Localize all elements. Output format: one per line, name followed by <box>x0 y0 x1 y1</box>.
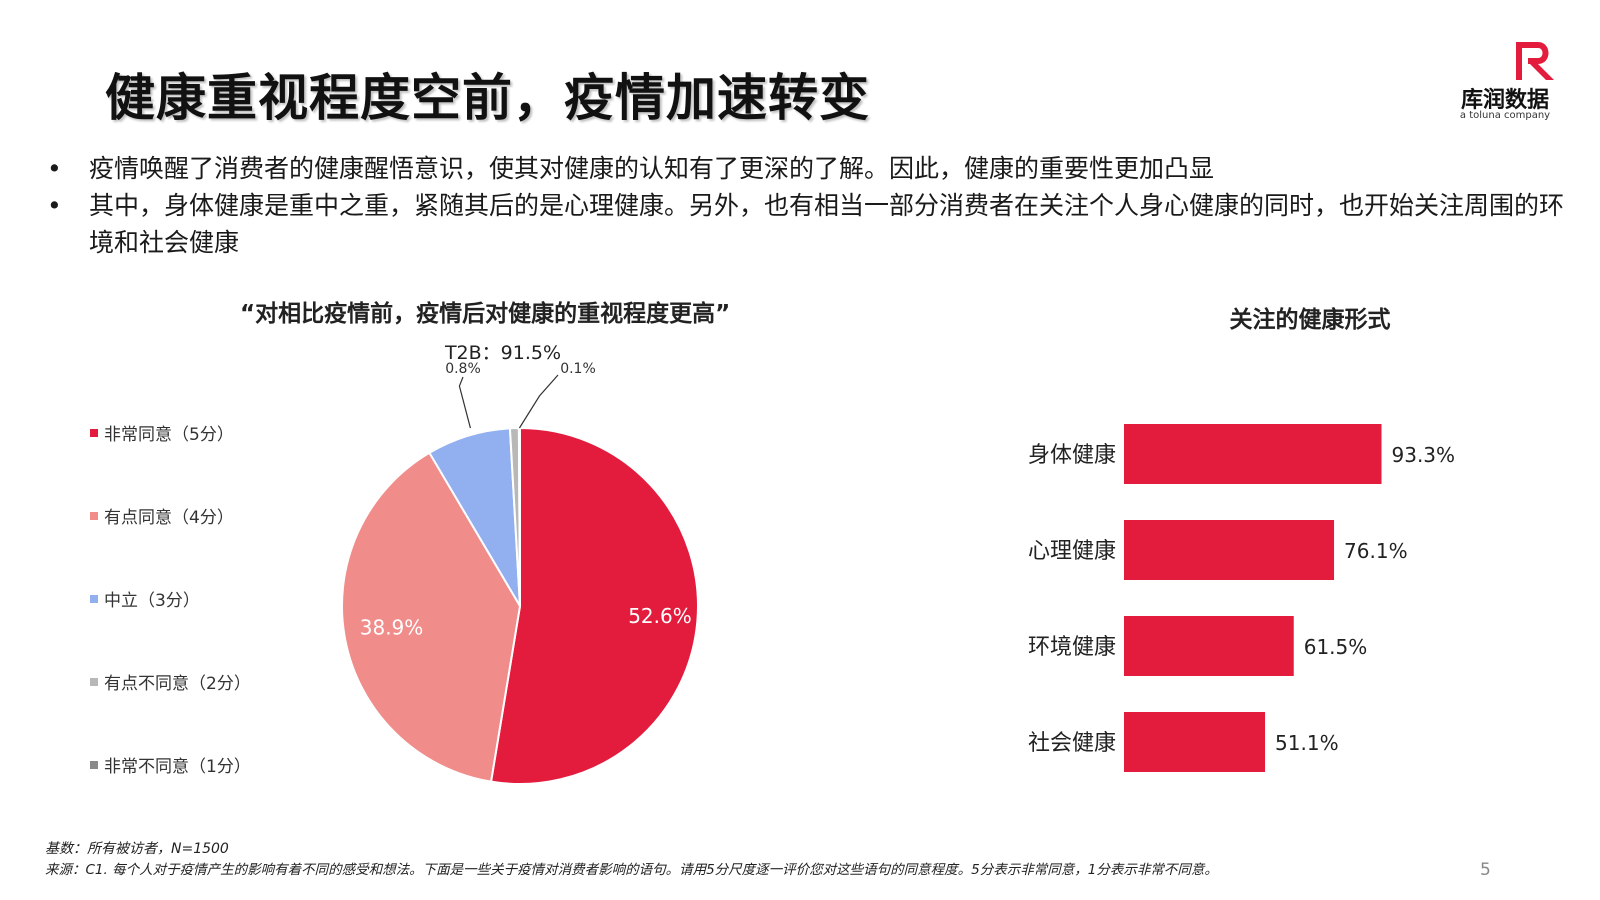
logo-brand-text: 库润数据 <box>1460 88 1549 113</box>
legend-label: 有点不同意（2分） <box>104 674 251 694</box>
legend-swatch <box>90 760 98 769</box>
pie-annotation: T2B：91.5% <box>444 342 561 364</box>
pie-slice-label: 0.8% <box>445 361 481 377</box>
legend-item: 有点不同意（2分） <box>90 669 251 694</box>
legend-item: 非常不同意（1分） <box>90 752 251 777</box>
legend-swatch <box>90 511 98 520</box>
legend-label: 中立（3分） <box>104 591 200 611</box>
bullet-text: 疫情唤醒了消费者的健康醒悟意识，使其对健康的认知有了更深的了解。因此，健康的重要… <box>89 154 1215 183</box>
legend-label: 有点同意（4分） <box>104 508 234 528</box>
bar-value-label: 51.1% <box>1275 731 1339 755</box>
legend-swatch <box>90 594 98 603</box>
footnote-source: 来源：C1. 每个人对于疫情产生的影响有着不同的感受和想法。下面是一些关于疫情对… <box>45 862 1218 878</box>
legend-label: 非常同意（5分） <box>104 425 234 445</box>
pie-slice-label: 52.6% <box>628 604 692 628</box>
bar-category-label: 身体健康 <box>1028 443 1116 468</box>
page-title: 健康重视程度空前，疫情加速转变 <box>105 69 870 127</box>
pie-slice <box>517 426 521 607</box>
bar <box>1124 712 1266 772</box>
footnote-base: 基数：所有被访者，N=1500 <box>45 841 229 857</box>
legend-swatch <box>90 677 98 686</box>
bar-value-label: 61.5% <box>1304 635 1368 659</box>
company-logo: 库润数据 a toluna company <box>1440 40 1570 125</box>
pie-slice-label: 38.9% <box>360 615 424 639</box>
bullet-list: • 疫情唤醒了消费者的健康醒悟意识，使其对健康的认知有了更深的了解。因此，健康的… <box>45 150 1565 261</box>
bullet-text: 其中，身体健康是重中之重，紧随其后的是心理健康。另外，也有相当一部分消费者在关注… <box>89 191 1565 257</box>
legend-swatch <box>90 428 98 437</box>
logo-r-icon <box>1516 42 1554 80</box>
pie-leader-line <box>458 376 471 429</box>
pie-chart-title: “对相比疫情前，疫情后对健康的重视程度更高” <box>240 301 731 327</box>
pie-slice <box>341 451 522 783</box>
bar-value-label: 76.1% <box>1344 539 1408 563</box>
bullet-item: • 其中，身体健康是重中之重，紧随其后的是心理健康。另外，也有相当一部分消费者在… <box>45 187 1565 261</box>
bar-category-label: 环境健康 <box>1028 635 1116 660</box>
bar <box>1124 616 1294 676</box>
bullet-item: • 疫情唤醒了消费者的健康醒悟意识，使其对健康的认知有了更深的了解。因此，健康的… <box>45 150 1565 187</box>
bar-category-label: 心理健康 <box>1028 539 1116 564</box>
pie-slice <box>489 426 699 785</box>
logo-subtitle: a toluna company <box>1459 110 1551 121</box>
bullet-symbol: • <box>47 191 62 220</box>
page-number: 5 <box>1480 860 1491 880</box>
pie-leader-line <box>518 374 559 429</box>
legend-label: 非常不同意（1分） <box>104 757 251 777</box>
bar <box>1124 520 1335 580</box>
bar-value-label: 93.3% <box>1392 443 1456 467</box>
legend-item: 中立（3分） <box>90 586 200 611</box>
legend-item: 非常同意（5分） <box>90 420 234 445</box>
bar-chart-title: 关注的健康形式 <box>1229 307 1391 333</box>
bar-category-label: 社会健康 <box>1028 731 1116 756</box>
legend-item: 有点同意（4分） <box>90 503 234 528</box>
pie-slice-label: 0.1% <box>560 361 596 377</box>
bar <box>1124 424 1382 484</box>
bullet-symbol: • <box>47 154 62 183</box>
